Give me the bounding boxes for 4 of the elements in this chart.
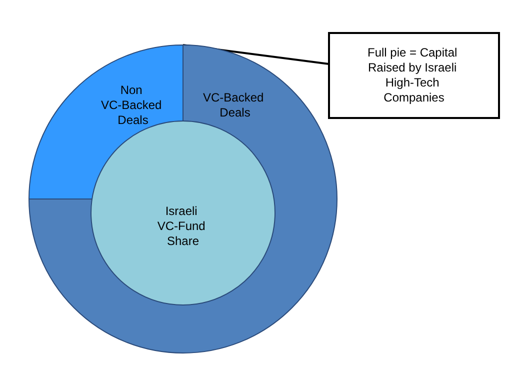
slice-label: Israeli VC-Fund Share (157, 204, 209, 248)
slice-label: VC-Backed Deals (202, 90, 268, 120)
text: Full pie = Capital Raised by Israeli High-Tech Companies (367, 46, 461, 104)
slice-label: Non VC-Backed Deals (100, 83, 166, 127)
